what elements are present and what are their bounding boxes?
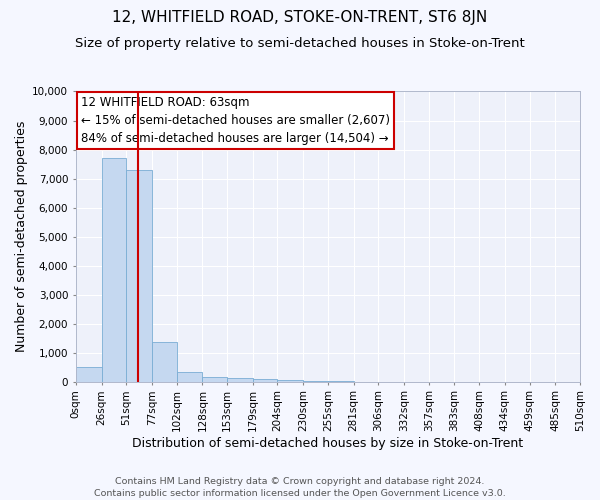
Text: Contains HM Land Registry data © Crown copyright and database right 2024.
Contai: Contains HM Land Registry data © Crown c… (94, 476, 506, 498)
Bar (126, 170, 152, 382)
Bar (176, 372, 202, 382)
Bar (227, 378, 253, 382)
Bar (152, 342, 176, 382)
Bar (101, 158, 126, 382)
Bar (277, 380, 303, 382)
Bar (76, 367, 101, 382)
Text: 12 WHITFIELD ROAD: 63sqm
← 15% of semi-detached houses are smaller (2,607)
84% o: 12 WHITFIELD ROAD: 63sqm ← 15% of semi-d… (81, 96, 390, 145)
Bar (253, 379, 277, 382)
X-axis label: Distribution of semi-detached houses by size in Stoke-on-Trent: Distribution of semi-detached houses by … (133, 437, 523, 450)
Bar (303, 381, 328, 382)
Y-axis label: Number of semi-detached properties: Number of semi-detached properties (15, 121, 28, 352)
Text: Size of property relative to semi-detached houses in Stoke-on-Trent: Size of property relative to semi-detach… (75, 38, 525, 51)
Text: 12, WHITFIELD ROAD, STOKE-ON-TRENT, ST6 8JN: 12, WHITFIELD ROAD, STOKE-ON-TRENT, ST6 … (112, 10, 488, 25)
Bar (202, 377, 227, 382)
